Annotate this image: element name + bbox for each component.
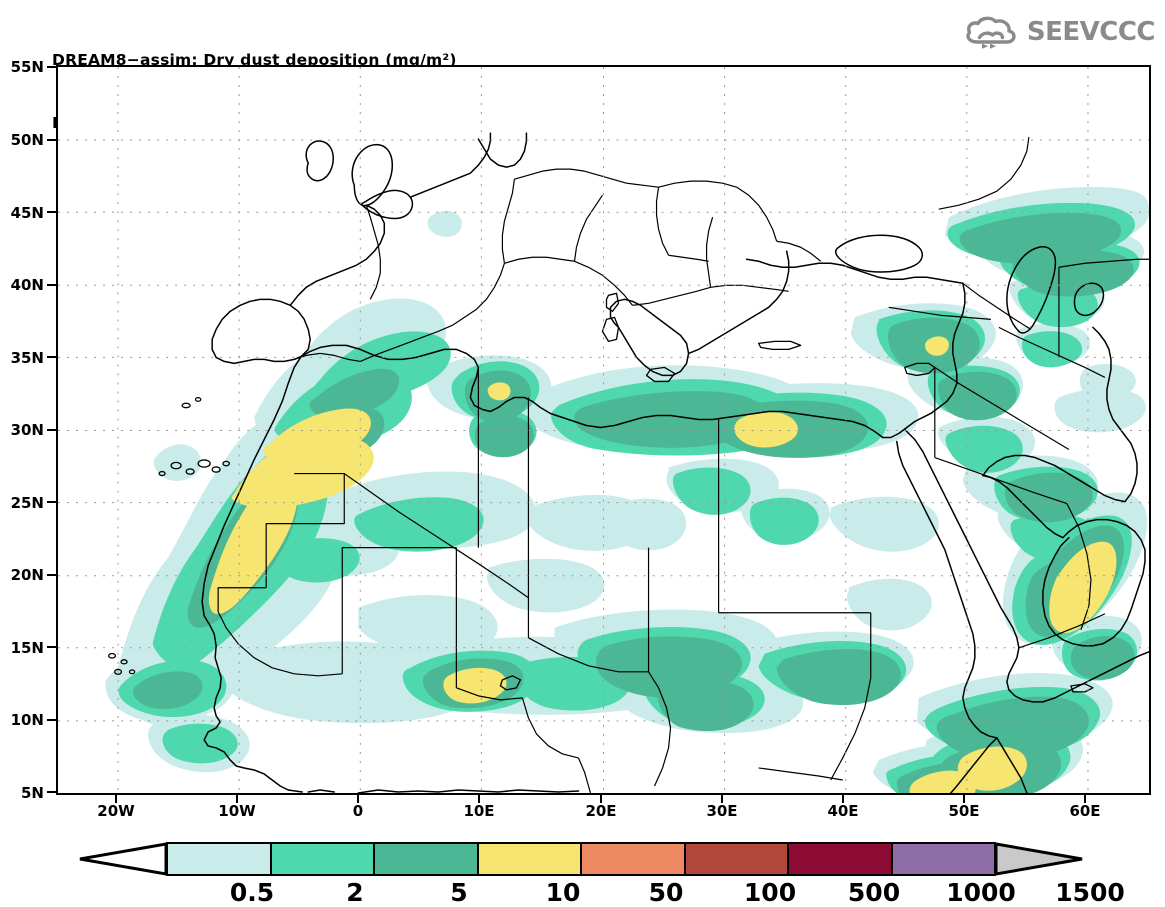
y-tick-label-35N: 35N — [10, 349, 44, 367]
x-tick-0 — [357, 794, 359, 803]
y-tick-40N — [47, 284, 56, 286]
colorbar-cells — [166, 842, 996, 876]
y-tick-25N — [47, 501, 56, 503]
colorbar-labels: 0.5 2 5 10 50 100 500 1000 1500 — [0, 878, 1165, 907]
map-gridlines — [58, 67, 1149, 793]
colorbar-cell-5-10 — [374, 842, 478, 876]
y-tick-label-5N: 5N — [21, 784, 44, 802]
y-tick-label-40N: 40N — [10, 276, 44, 294]
y-tick-35N — [47, 356, 56, 358]
colorbar-label-10: 10 — [545, 878, 581, 907]
x-tick-10E — [478, 794, 480, 803]
x-tick-20W — [115, 794, 117, 803]
y-tick-5N — [47, 791, 56, 793]
map-plot-area — [56, 65, 1151, 795]
y-tick-10N — [47, 719, 56, 721]
x-tick-label-40E: 40E — [827, 802, 859, 820]
colorbar-cell-500-1000 — [788, 842, 892, 876]
x-tick-50E — [963, 794, 965, 803]
dust-deposition-map — [58, 67, 1149, 793]
map-country-borders — [217, 137, 1149, 793]
colorbar-label-500: 500 — [847, 878, 901, 907]
colorbar-label-1500: 1500 — [1055, 878, 1125, 907]
y-tick-label-55N: 55N — [10, 58, 44, 76]
y-tick-50N — [47, 139, 56, 141]
colorbar-under-arrow — [79, 842, 166, 876]
y-tick-55N — [47, 66, 56, 68]
cloud-icon — [966, 16, 1016, 49]
colorbar-label-1000: 1000 — [946, 878, 1016, 907]
x-tick-label-10E: 10E — [463, 802, 495, 820]
x-tick-label-30E: 30E — [706, 802, 738, 820]
colorbar-cell-50-100 — [581, 842, 685, 876]
dust-band-10-50 — [208, 336, 1117, 793]
colorbar-cell-100-500 — [684, 842, 788, 876]
x-tick-label-20E: 20E — [585, 802, 617, 820]
y-tick-label-15N: 15N — [10, 639, 44, 657]
chart-title-line1: DREAM8−assim: Dry dust deposition (mg/m²… — [52, 51, 457, 69]
x-tick-label-10W: 10W — [218, 802, 256, 820]
colorbar-over-arrow — [996, 842, 1083, 876]
y-tick-label-45N: 45N — [10, 204, 44, 222]
colorbar-cell-0p5-2 — [166, 842, 271, 876]
x-tick-20E — [600, 794, 602, 803]
y-tick-label-50N: 50N — [10, 131, 44, 149]
y-tick-label-30N: 30N — [10, 421, 44, 439]
y-tick-label-20N: 20N — [10, 566, 44, 584]
y-tick-label-25N: 25N — [10, 494, 44, 512]
x-tick-60E — [1084, 794, 1086, 803]
x-tick-label-60E: 60E — [1069, 802, 1101, 820]
colorbar: 0.5 2 5 10 50 100 500 1000 1500 — [0, 838, 1165, 907]
x-tick-40E — [842, 794, 844, 803]
colorbar-label-100: 100 — [743, 878, 797, 907]
y-tick-45N — [47, 211, 56, 213]
x-tick-label-50E: 50E — [948, 802, 980, 820]
colorbar-cell-1000-1500 — [891, 842, 996, 876]
map-coastlines — [107, 132, 1149, 793]
colorbar-cell-10-50 — [477, 842, 581, 876]
colorbar-label-50: 50 — [648, 878, 684, 907]
colorbar-cell-2-5 — [270, 842, 374, 876]
logo-text: SEEVCCC — [1026, 17, 1156, 47]
colorbar-label-5: 5 — [450, 878, 468, 907]
x-tick-30E — [721, 794, 723, 803]
colorbar-label-0p5: 0.5 — [229, 878, 275, 907]
x-tick-10W — [236, 794, 238, 803]
seevccc-logo: SEEVCCC — [962, 12, 1156, 52]
y-tick-15N — [47, 646, 56, 648]
x-tick-label-20W: 20W — [97, 802, 135, 820]
colorbar-label-2: 2 — [346, 878, 364, 907]
y-tick-label-10N: 10N — [10, 711, 44, 729]
y-tick-30N — [47, 429, 56, 431]
x-tick-label-0: 0 — [352, 802, 364, 820]
y-tick-20N — [47, 574, 56, 576]
